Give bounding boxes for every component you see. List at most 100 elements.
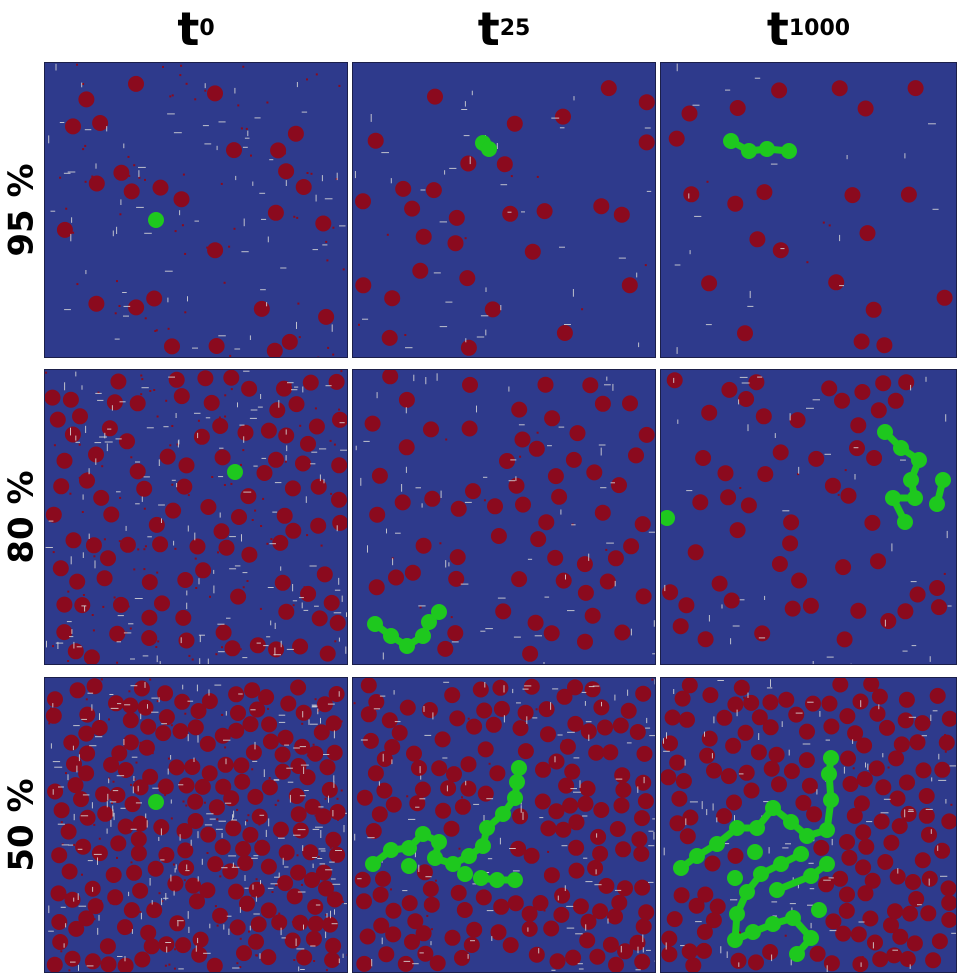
debris-dot	[172, 863, 175, 866]
surface-mark	[140, 713, 142, 720]
red-particle	[356, 789, 373, 806]
debris-dot	[197, 419, 200, 422]
red-particle	[260, 858, 277, 875]
debris-dot	[250, 154, 252, 157]
debris-dot	[188, 654, 191, 657]
surface-mark	[187, 700, 194, 702]
red-particle	[91, 719, 108, 736]
surface-mark	[583, 857, 588, 859]
surface-mark	[194, 532, 196, 541]
surface-mark	[116, 775, 125, 777]
surface-mark	[484, 682, 486, 688]
debris-dot	[153, 389, 156, 391]
surface-mark	[161, 723, 167, 725]
surface-mark	[487, 858, 493, 860]
surface-mark	[425, 876, 432, 878]
red-particle	[278, 603, 295, 620]
debris-dot	[289, 383, 292, 386]
debris-dot	[218, 416, 221, 419]
surface-mark	[931, 777, 933, 782]
column-label-base: t	[177, 2, 200, 56]
surface-mark	[607, 918, 609, 924]
red-particle	[555, 572, 572, 589]
green-particle	[819, 822, 835, 838]
surface-mark	[128, 891, 130, 897]
debris-dot	[93, 918, 96, 921]
red-particle	[84, 953, 101, 970]
surface-mark	[315, 904, 321, 906]
red-particle	[228, 883, 245, 900]
debris-dot	[262, 497, 265, 500]
debris-dot	[274, 803, 277, 806]
red-particle	[292, 822, 309, 839]
red-particle	[108, 695, 124, 712]
red-particle	[100, 550, 116, 567]
red-particle	[823, 718, 840, 735]
surface-mark	[938, 779, 947, 781]
red-particle	[177, 842, 194, 859]
surface-mark	[829, 930, 837, 932]
surface-mark	[187, 525, 189, 532]
red-particle	[444, 929, 461, 946]
surface-mark	[267, 887, 274, 889]
surface-mark	[226, 915, 232, 917]
red-particle	[79, 809, 96, 826]
debris-dot	[118, 540, 121, 543]
surface-mark	[242, 572, 248, 574]
red-particle	[207, 85, 223, 102]
debris-dot	[236, 962, 239, 965]
red-particle	[92, 115, 109, 131]
red-particle	[274, 574, 291, 591]
red-particle	[808, 450, 825, 467]
red-particle	[372, 886, 389, 903]
green-particle	[729, 906, 745, 922]
surface-mark	[688, 193, 690, 199]
red-particle	[250, 916, 267, 933]
row-label-text: 80 %	[2, 470, 42, 564]
red-particle	[123, 902, 140, 919]
surface-mark	[686, 490, 693, 492]
red-particle	[748, 954, 764, 971]
surface-mark	[480, 315, 489, 317]
surface-mark	[612, 383, 614, 391]
red-particle	[152, 179, 169, 196]
surface-mark	[71, 629, 73, 634]
debris-dot	[176, 443, 179, 446]
surface-mark	[819, 711, 821, 717]
surface-mark	[418, 864, 420, 872]
surface-mark	[606, 376, 608, 381]
surface-mark	[312, 863, 314, 868]
red-particle	[870, 553, 886, 570]
red-particle	[555, 108, 571, 125]
red-particle	[87, 898, 104, 915]
surface-mark	[781, 721, 783, 727]
red-particle	[415, 925, 432, 942]
surface-mark	[354, 833, 356, 841]
red-particle	[921, 826, 937, 843]
red-particle	[730, 952, 747, 969]
debris-dot	[81, 511, 84, 513]
debris-dot	[149, 678, 152, 681]
red-particle	[508, 477, 525, 494]
red-particle	[611, 894, 628, 911]
red-particle	[143, 938, 160, 955]
red-particle	[727, 195, 744, 212]
surface-mark	[485, 329, 487, 336]
surface-mark	[320, 850, 326, 852]
surface-mark	[141, 387, 149, 389]
red-particle	[398, 439, 415, 456]
surface-mark	[188, 926, 190, 933]
surface-mark	[878, 704, 880, 710]
green-particle	[507, 790, 523, 806]
red-particle	[476, 702, 493, 719]
surface-mark	[93, 853, 102, 855]
red-particle	[129, 395, 146, 412]
green-particle	[749, 820, 765, 836]
red-particle	[237, 424, 254, 441]
red-particle	[633, 845, 650, 862]
red-particle	[311, 610, 328, 627]
surface-mark	[241, 251, 249, 253]
surface-mark	[381, 937, 383, 945]
surface-mark	[367, 837, 375, 839]
surface-mark	[558, 426, 565, 428]
